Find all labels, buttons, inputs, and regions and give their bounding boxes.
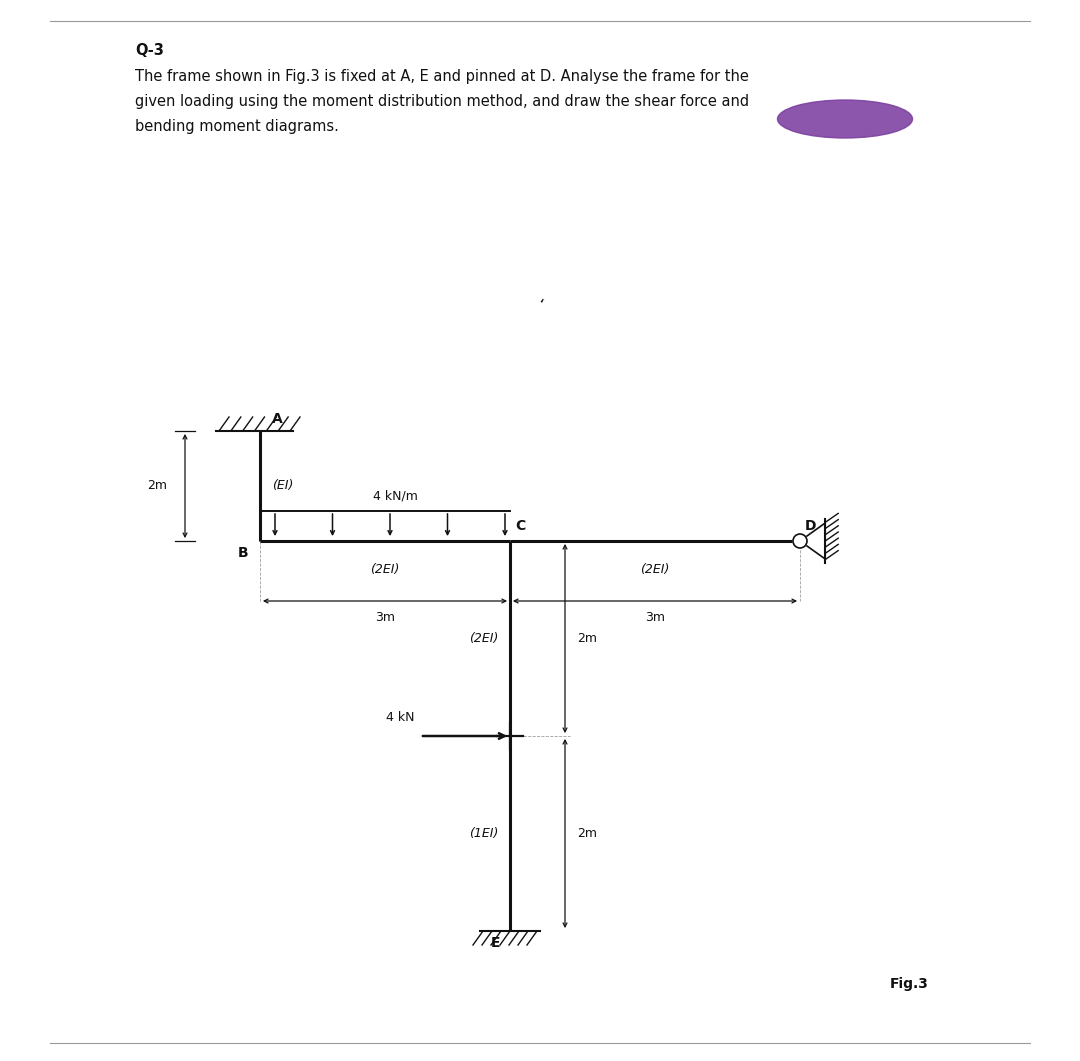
Circle shape (793, 534, 807, 547)
Text: 3m: 3m (645, 611, 665, 624)
Text: bending moment diagrams.: bending moment diagrams. (135, 119, 339, 134)
Text: B: B (238, 546, 248, 560)
Text: Fig.3: Fig.3 (890, 977, 929, 991)
Text: The frame shown in Fig.3 is fixed at A, E and pinned at D. Analyse the frame for: The frame shown in Fig.3 is fixed at A, … (135, 69, 748, 84)
Text: (2EI): (2EI) (370, 563, 400, 576)
Text: given loading using the moment distribution method, and draw the shear force and: given loading using the moment distribut… (135, 94, 750, 109)
Text: (EI): (EI) (272, 480, 294, 492)
Text: 2m: 2m (577, 827, 597, 840)
Text: E: E (490, 936, 500, 950)
Text: 2m: 2m (147, 480, 167, 492)
Text: 2m: 2m (577, 632, 597, 645)
Text: D: D (805, 519, 816, 533)
Text: A: A (272, 412, 283, 427)
Ellipse shape (778, 100, 913, 138)
Text: Q-3: Q-3 (135, 44, 164, 58)
Text: (1EI): (1EI) (469, 827, 498, 840)
Text: C: C (515, 519, 525, 533)
Text: 3m: 3m (375, 611, 395, 624)
Text: (2EI): (2EI) (469, 632, 498, 645)
Text: 4 kN: 4 kN (387, 711, 415, 724)
Text: (2EI): (2EI) (640, 563, 670, 576)
Text: 4 kN/m: 4 kN/m (373, 490, 418, 503)
Text: ‘: ‘ (536, 298, 544, 314)
